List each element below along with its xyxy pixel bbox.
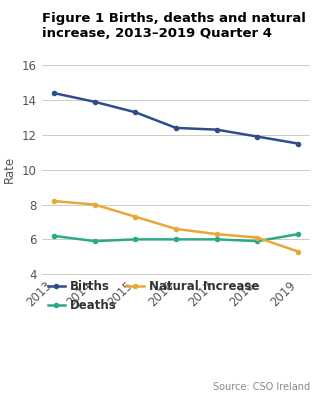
Births — [92, 99, 96, 104]
Births — [215, 127, 219, 132]
Y-axis label: Rate: Rate — [3, 156, 16, 183]
Births — [256, 134, 260, 139]
Line: Births: Births — [51, 90, 301, 146]
Natural Increase — [296, 249, 300, 254]
Births — [296, 141, 300, 146]
Text: Figure 1 Births, deaths and natural
increase, 2013–2019 Quarter 4: Figure 1 Births, deaths and natural incr… — [42, 12, 306, 40]
Natural Increase — [133, 214, 137, 219]
Deaths — [133, 237, 137, 242]
Deaths — [256, 239, 260, 244]
Births — [52, 91, 56, 96]
Births — [174, 126, 178, 130]
Deaths — [296, 232, 300, 236]
Deaths — [52, 234, 56, 238]
Natural Increase — [52, 199, 56, 204]
Line: Deaths: Deaths — [51, 231, 301, 244]
Deaths — [92, 239, 96, 244]
Line: Natural Increase: Natural Increase — [51, 198, 301, 254]
Births — [133, 110, 137, 115]
Legend: Births, Deaths, Natural Increase: Births, Deaths, Natural Increase — [47, 280, 259, 312]
Natural Increase — [256, 235, 260, 240]
Deaths — [215, 237, 219, 242]
Natural Increase — [174, 226, 178, 231]
Natural Increase — [215, 232, 219, 236]
Text: Source: CSO Ireland: Source: CSO Ireland — [213, 382, 310, 392]
Deaths — [174, 237, 178, 242]
Natural Increase — [92, 202, 96, 207]
